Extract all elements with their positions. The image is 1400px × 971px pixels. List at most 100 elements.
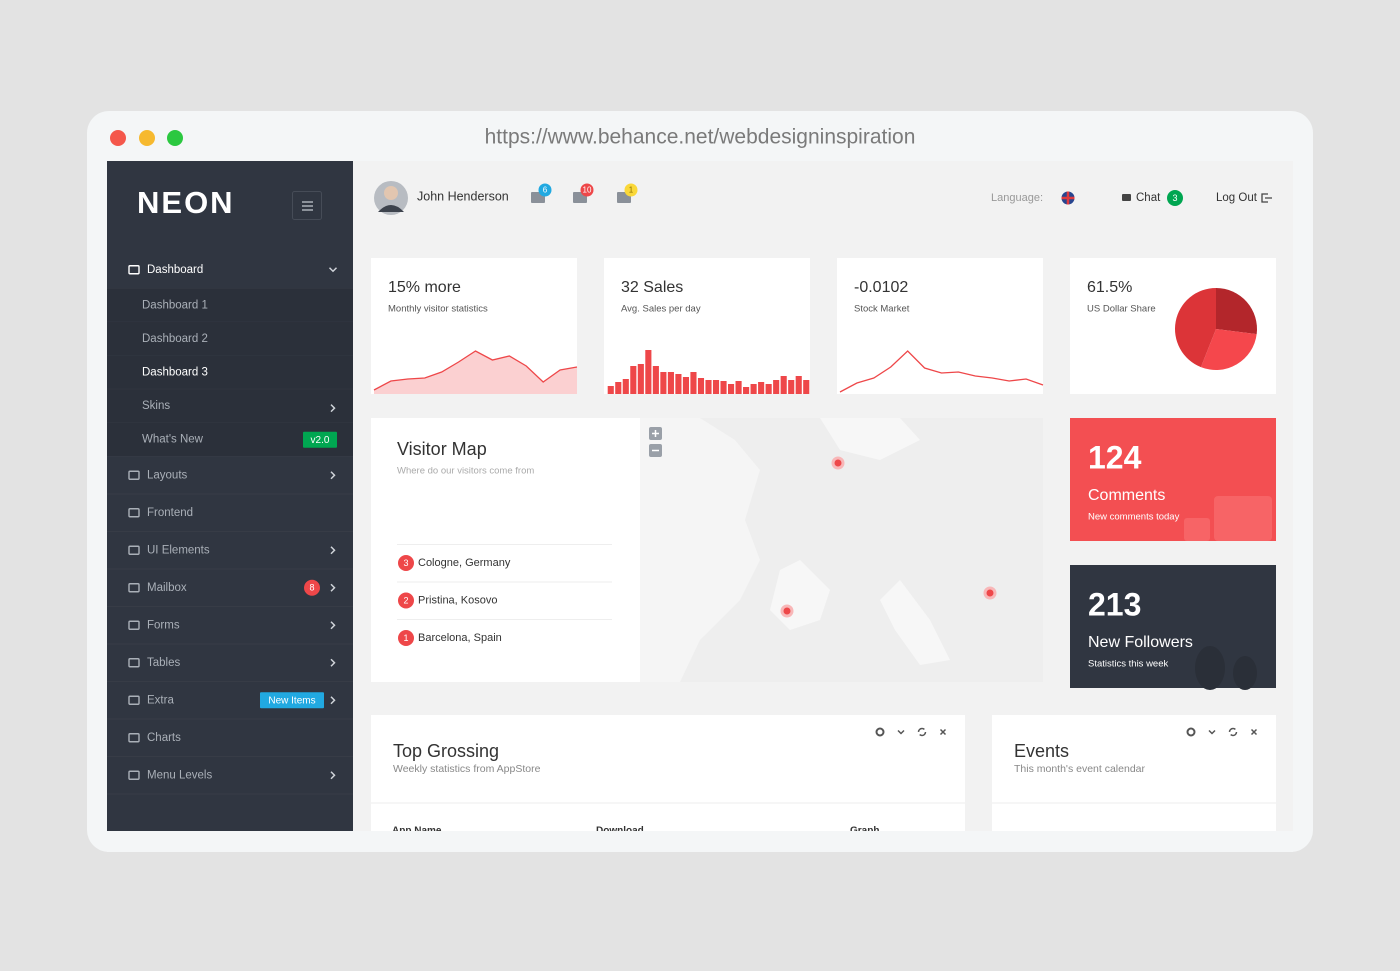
user-name[interactable]: John Henderson	[417, 189, 509, 203]
notification-count: 6	[543, 186, 548, 195]
menu-item[interactable]: UI Elements	[147, 544, 210, 556]
bar	[705, 380, 712, 394]
bar	[712, 380, 720, 394]
tile-title: Comments	[1088, 487, 1165, 504]
maximize-button[interactable]	[167, 130, 183, 146]
panel-subtitle: This month's event calendar	[1014, 763, 1145, 775]
panel-close[interactable]	[1250, 728, 1258, 736]
menu-item[interactable]: Charts	[147, 732, 181, 744]
avatar-face	[384, 186, 398, 200]
panel-close[interactable]	[939, 728, 947, 736]
menu-item[interactable]: Mailbox	[147, 582, 187, 594]
stat-title: 15% more	[388, 279, 461, 296]
tile-value: 213	[1088, 586, 1141, 622]
submenu-item[interactable]: Dashboard 2	[142, 333, 208, 345]
bar	[727, 384, 735, 394]
stat-title: 32 Sales	[621, 279, 683, 296]
bar	[697, 378, 705, 394]
window-bottom	[107, 831, 1293, 852]
logout[interactable]: Log Out	[1216, 192, 1258, 204]
menu-item[interactable]: Forms	[147, 619, 180, 631]
menu-item[interactable]: Layouts	[147, 469, 188, 481]
logo[interactable]: NEON	[137, 185, 235, 220]
submenu-item[interactable]: What's New	[142, 434, 204, 446]
stat-subtitle: US Dollar Share	[1087, 304, 1156, 315]
bar	[675, 374, 682, 394]
location-count: 2	[403, 595, 408, 605]
line	[839, 350, 1044, 393]
bar	[615, 382, 622, 394]
minimize-button[interactable]	[139, 130, 155, 146]
bar	[795, 376, 802, 394]
menu-icon	[128, 658, 140, 668]
url[interactable]: https://www.behance.net/webdesigninspira…	[485, 126, 916, 149]
bar	[652, 366, 659, 394]
stat-subtitle: Avg. Sales per day	[621, 304, 701, 315]
menu-badge-text: New Items	[268, 695, 315, 706]
chevron	[328, 267, 338, 273]
area	[374, 351, 577, 394]
panel-title: Events	[1014, 741, 1069, 761]
menu-item[interactable]: Dashboard	[147, 264, 203, 276]
menu-item[interactable]: Frontend	[147, 507, 193, 519]
flag-cross	[1061, 191, 1075, 205]
panel-collapse[interactable]	[897, 729, 905, 735]
submenu-item[interactable]: Skins	[142, 400, 170, 412]
panel-reload[interactable]	[1228, 727, 1238, 737]
menu-item[interactable]: Menu Levels	[147, 769, 212, 781]
map-marker[interactable]	[780, 604, 794, 618]
bar	[637, 364, 644, 394]
location-name[interactable]: Barcelona, Spain	[418, 632, 502, 644]
menu-icon	[128, 770, 140, 780]
menu-item[interactable]: Extra	[147, 694, 174, 706]
close-button[interactable]	[110, 130, 126, 146]
notification-badge	[580, 183, 594, 197]
submenu-row	[107, 322, 353, 356]
menu-badge-text: v2.0	[311, 435, 330, 446]
panel-settings[interactable]	[1186, 727, 1196, 737]
tile-title: New Followers	[1088, 634, 1193, 651]
chevron	[330, 471, 336, 480]
visitor-map-title: Visitor Map	[397, 439, 487, 459]
logout-icon	[1261, 193, 1272, 203]
bar	[743, 387, 750, 394]
menu-badge-text: 8	[309, 583, 314, 593]
location-badge	[398, 555, 414, 571]
panel-collapse[interactable]	[1208, 729, 1216, 735]
submenu-item[interactable]: Dashboard 3	[142, 367, 208, 379]
notification-badge	[624, 183, 638, 197]
panel-settings[interactable]	[875, 727, 885, 737]
chevron	[330, 583, 336, 592]
panel-reload[interactable]	[917, 727, 927, 737]
menu-badge	[303, 431, 337, 448]
tile-decor	[1233, 656, 1257, 690]
visitor-map-card	[371, 418, 640, 682]
chat-count: 3	[1172, 193, 1177, 203]
bar	[803, 380, 810, 394]
menu-icon	[128, 545, 140, 555]
map-marker[interactable]	[831, 456, 845, 470]
map-marker[interactable]	[983, 586, 997, 600]
zoom-in-icon	[652, 430, 659, 437]
stat-card	[837, 258, 1043, 394]
avatar-body	[378, 205, 404, 212]
bar	[660, 372, 667, 394]
bar	[667, 372, 674, 394]
bar	[720, 381, 727, 394]
bar	[788, 380, 795, 394]
menu-icon	[128, 508, 140, 518]
bar	[622, 379, 629, 394]
submenu-item[interactable]: Dashboard 1	[142, 299, 208, 311]
menu-toggle[interactable]	[292, 191, 322, 220]
menu-item[interactable]: Tables	[147, 657, 180, 669]
menu-badge	[304, 579, 320, 596]
tile-decor	[1214, 496, 1272, 541]
tile-subtitle: Statistics this week	[1088, 659, 1168, 670]
location-name[interactable]: Cologne, Germany	[418, 557, 511, 569]
location-name[interactable]: Pristina, Kosovo	[418, 594, 497, 606]
chat-label[interactable]: Chat	[1136, 192, 1161, 204]
chat-icon	[1122, 194, 1131, 201]
bar	[765, 384, 772, 394]
stat-subtitle: Stock Market	[854, 304, 910, 315]
bar	[682, 377, 690, 394]
